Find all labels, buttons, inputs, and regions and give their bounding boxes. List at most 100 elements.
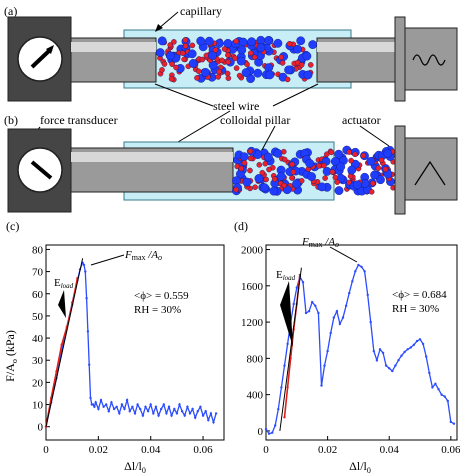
chart-d-xtick-label: 0.02 (318, 444, 337, 456)
chart-d-series-0-point (418, 338, 422, 341)
chart-c-series-0-point (91, 403, 95, 406)
chart-c-series-0-point (125, 398, 129, 402)
chart-d-series-0-point (388, 367, 391, 370)
chart-d-series-0-point (437, 388, 440, 391)
steel-wire-arrow-a-right (272, 83, 319, 107)
small-particle (375, 165, 382, 171)
chart-c-series-0-point (141, 414, 145, 417)
chart-d-ytick-label: 0 (258, 426, 264, 438)
chart-d-ytick-label: 1200 (241, 317, 264, 329)
chart-d-series-0-point (348, 291, 351, 295)
large-particle (238, 37, 248, 47)
chart-d-series-0-point (378, 348, 382, 351)
chart-c-marks (44, 258, 218, 428)
small-particle (241, 160, 248, 166)
chart-d-eload-wedge (280, 281, 293, 347)
chart-c-series-0-point (89, 396, 92, 400)
chart-d-series-0-point (360, 265, 363, 268)
small-particle (368, 188, 375, 195)
panel-c-letter: (c) (6, 219, 19, 233)
chart-d-series-0-point (421, 342, 425, 346)
chart-d-ytick-label: 400 (247, 390, 264, 402)
small-particle (279, 60, 286, 66)
small-particle (251, 54, 258, 61)
chart-d-peak-label: Fmax /Ao (301, 236, 339, 249)
large-particle (330, 157, 340, 166)
small-particle (256, 161, 263, 168)
chart-c-series-0-point (110, 401, 113, 404)
small-particle (316, 162, 322, 169)
chart-c-series-0-point (131, 405, 134, 408)
capillary-label: capillary (180, 4, 222, 18)
force-transducer-label: force transducer (40, 113, 118, 127)
chart-c-series-0-point (186, 405, 189, 408)
panel-a: (a) capillary steel wire (4, 4, 458, 143)
chart-d-series-0-point (409, 346, 412, 349)
steel-wire-left-highlight (71, 42, 156, 52)
large-particle (347, 165, 357, 175)
large-particle (260, 183, 269, 193)
chart-d-series-0-point (425, 355, 428, 358)
chart-d-series-0-point (277, 408, 280, 411)
chart-c-series-0-point (212, 421, 215, 424)
chart-d-series-0-point (384, 364, 388, 367)
steel-wire-right-highlight (317, 42, 395, 52)
chart-c-series-0-point (183, 414, 186, 417)
small-particle (271, 176, 278, 182)
small-particle (281, 156, 288, 163)
small-particle (347, 173, 354, 179)
chart-d-xlabel: Δl/l0 (349, 459, 371, 475)
chart-c-ytick-label: 30 (32, 355, 44, 367)
small-particle (199, 56, 206, 63)
small-particle (238, 165, 245, 172)
small-particle (289, 161, 296, 168)
chart-c-xtick-label: 0.06 (193, 444, 213, 456)
small-particle (247, 155, 254, 162)
small-particle (225, 52, 231, 58)
small-particle (215, 74, 221, 80)
capillary-arrow-head (155, 24, 163, 32)
chart-d-series-0-point (431, 386, 434, 389)
chart-d-series-0-point (267, 432, 271, 435)
large-particle (269, 186, 279, 196)
large-particle (293, 44, 302, 54)
chart-c-peak-label: Fmax /Ao (124, 249, 162, 262)
small-particle (266, 166, 272, 173)
chart-c-ytick-label: 20 (32, 377, 44, 389)
chart-c-ticks: 0 0.02 0.04 0.06 0 10 20 30 40 50 60 70 80 (32, 244, 213, 456)
small-particle (281, 182, 288, 189)
chart-c-ylabel: F/Ao (kPa) (3, 330, 19, 382)
small-particle (221, 46, 228, 52)
triangle-wave-icon (414, 160, 446, 186)
small-particle (225, 75, 232, 81)
panel-d-letter: (d) (234, 219, 248, 233)
chart-c-series-0-point (167, 405, 171, 408)
large-particle (208, 51, 217, 60)
chart-d-series-0-point (400, 354, 403, 357)
large-particle (241, 68, 251, 78)
small-particle (194, 75, 200, 81)
small-particle (284, 76, 291, 83)
chart-c-series-0-point (175, 412, 179, 415)
chart-c-series-0-point (194, 416, 197, 419)
chart-c-xtick-label: 0.02 (89, 444, 108, 456)
small-particle (216, 68, 222, 75)
chart-d-series-0-point (363, 270, 366, 273)
chart-d-phi: <ϕ> = 0.684 (392, 289, 447, 301)
large-particle (284, 65, 293, 75)
small-particle (307, 62, 314, 68)
chart-d-ytick-label: 1600 (241, 281, 264, 293)
steel-wire-arrow-a-left (154, 83, 214, 107)
small-particle (286, 41, 293, 47)
small-particle (378, 157, 385, 163)
large-particle (383, 148, 393, 158)
chart-d-series-0-point (369, 320, 372, 324)
chart-c-series-0-point (149, 403, 152, 406)
chart-c-eload-wedge (58, 290, 66, 318)
chart-d-series-0-point (274, 424, 277, 427)
large-particle (296, 36, 306, 46)
large-particle (157, 36, 167, 46)
small-particle (169, 61, 175, 67)
large-particle (370, 170, 379, 180)
